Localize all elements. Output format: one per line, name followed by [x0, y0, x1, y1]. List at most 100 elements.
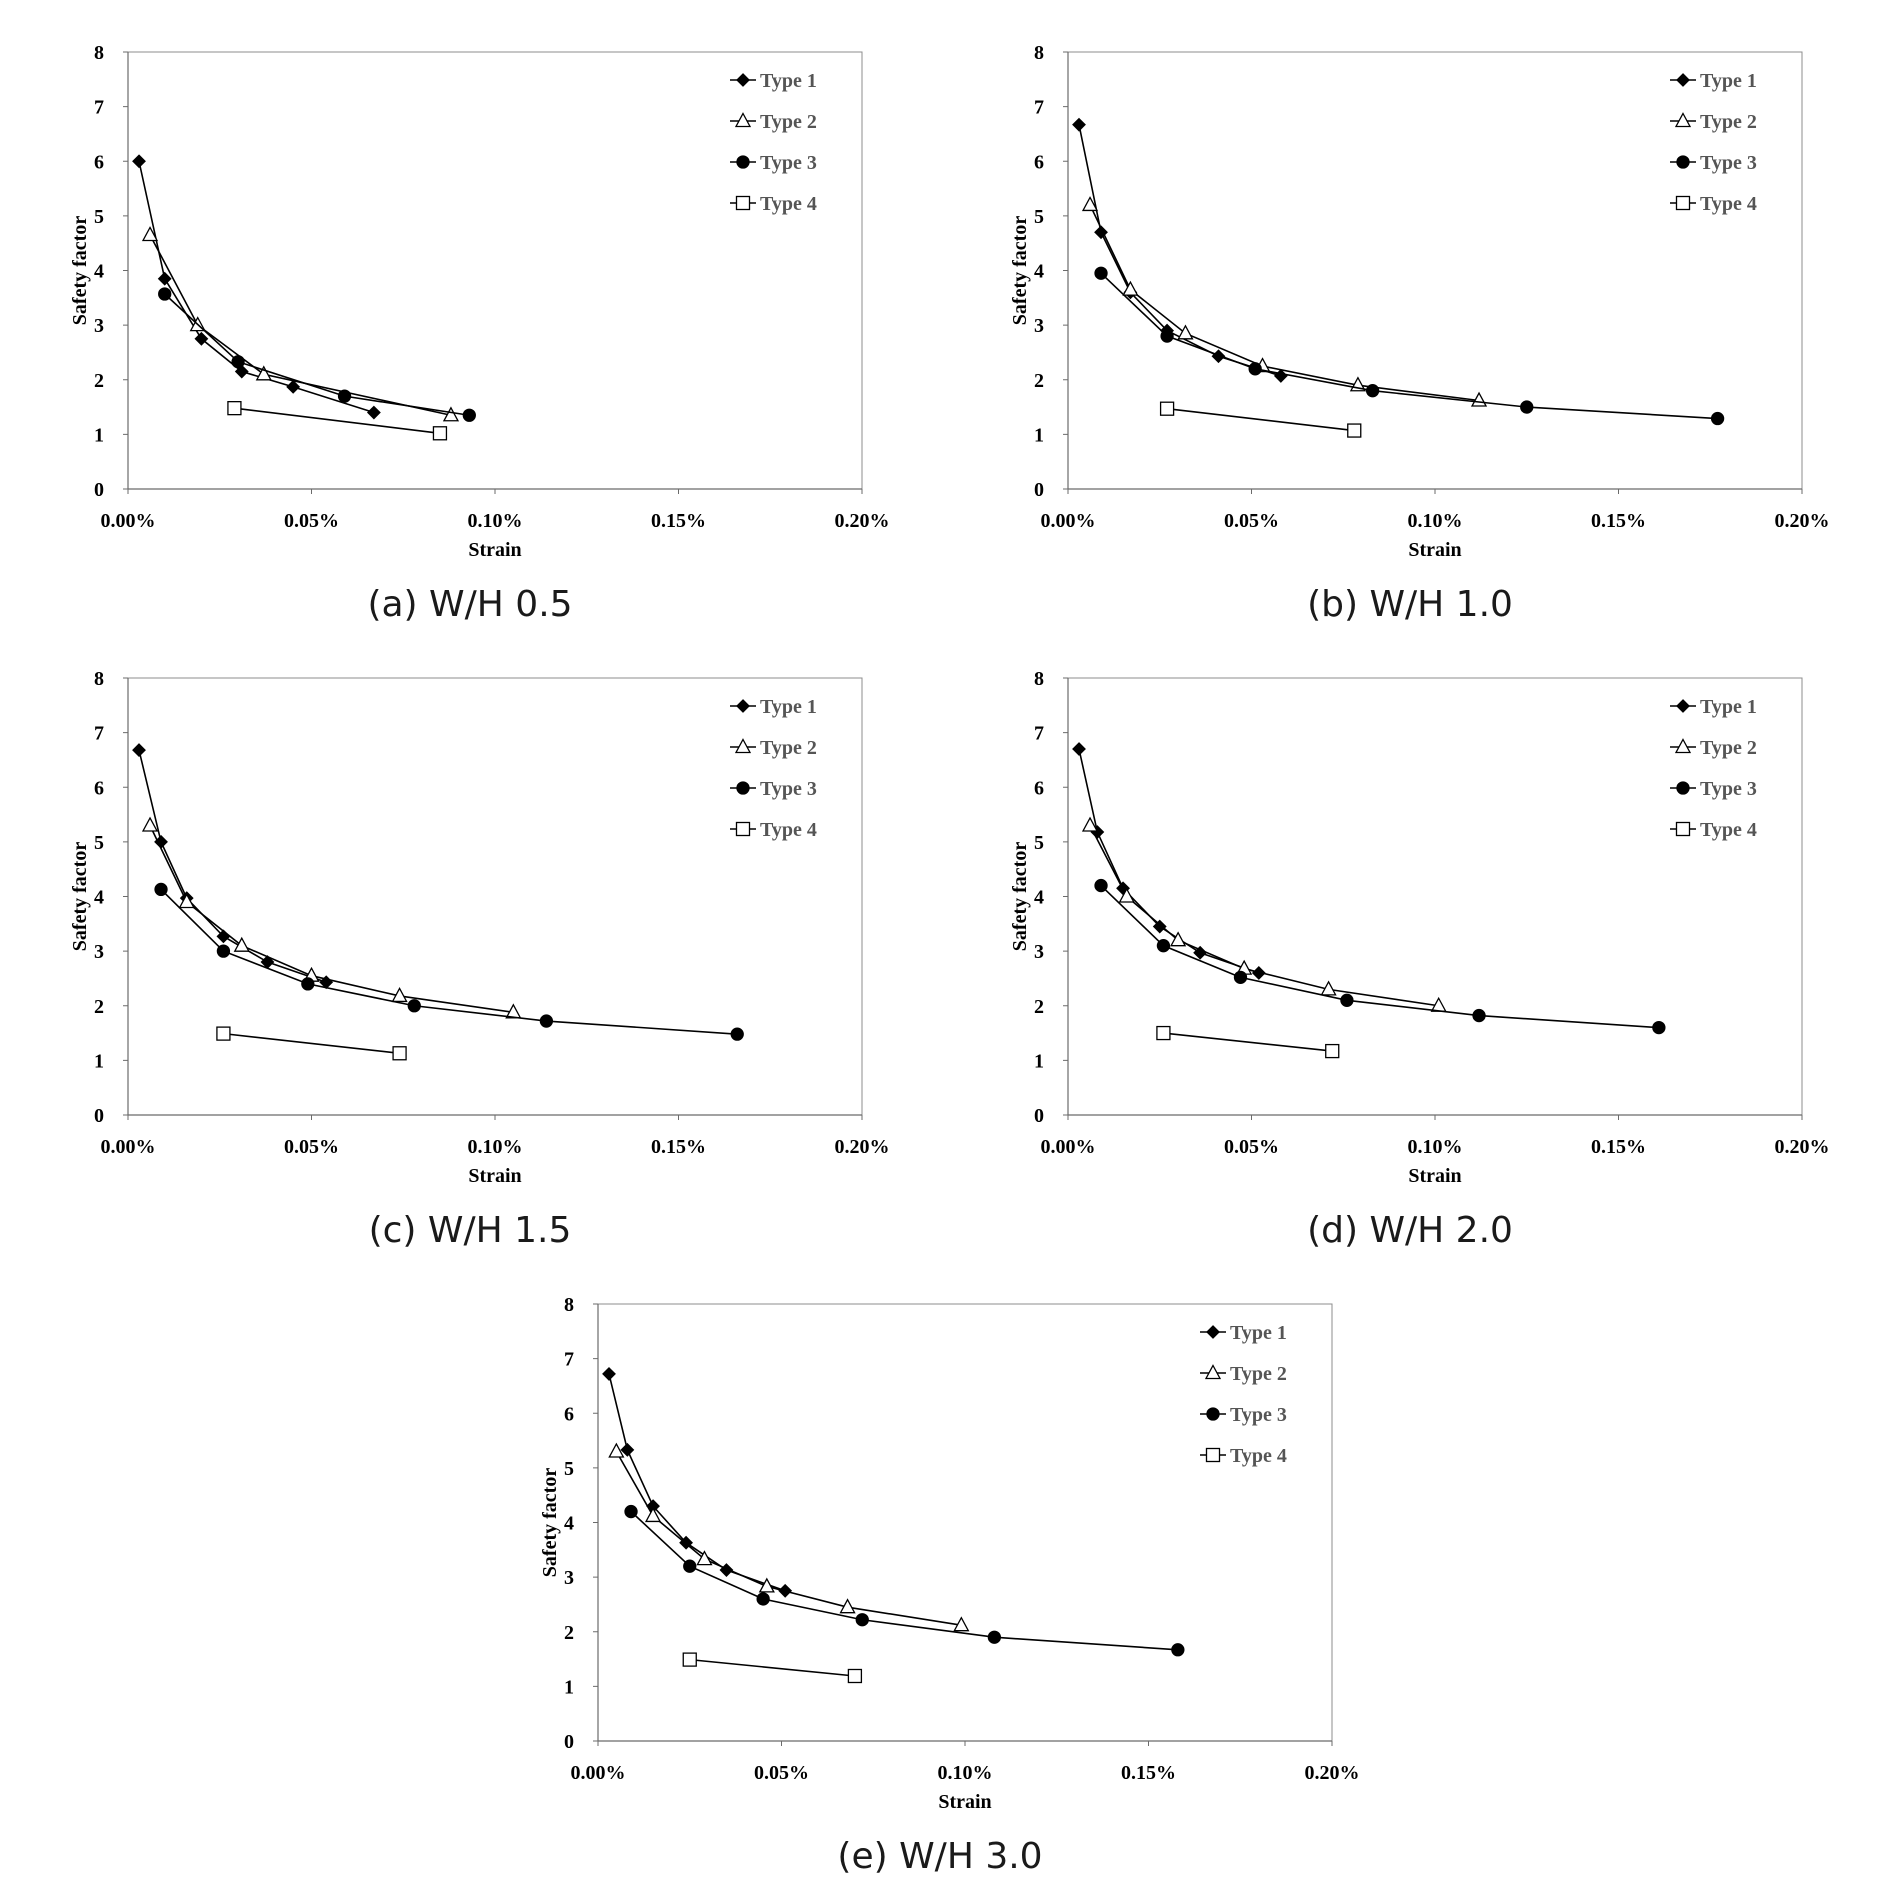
y-tick-label: 0 [94, 1105, 104, 1127]
data-point-type-3 [231, 355, 245, 369]
x-axis-title: Strain [1408, 1165, 1461, 1187]
y-tick-label: 1 [1034, 1050, 1044, 1072]
x-tick-label: 0.00% [1041, 510, 1096, 532]
data-point-type-3 [158, 287, 172, 301]
legend-marker-type-2 [1674, 112, 1692, 128]
x-tick-label: 0.10% [1408, 1136, 1463, 1158]
y-tick-label: 3 [564, 1567, 574, 1589]
data-point-type-1 [719, 1563, 734, 1577]
chart-caption-d: (d) W/H 2.0 [1307, 1210, 1513, 1251]
data-point-type-3 [1171, 1643, 1185, 1657]
legend-marker-type-1 [1676, 73, 1690, 87]
y-tick-label: 4 [94, 887, 104, 909]
data-point-type-1 [132, 154, 146, 169]
y-tick-label: 5 [1034, 206, 1044, 228]
y-tick-label: 7 [1034, 723, 1044, 745]
y-tick-label: 5 [564, 1458, 574, 1480]
data-point-type-4 [432, 426, 448, 441]
data-point-type-1 [1152, 919, 1167, 934]
series-line-type-1 [608, 1373, 786, 1592]
y-tick-label: 7 [1034, 97, 1044, 119]
y-tick-label: 8 [564, 1294, 574, 1316]
x-tick-label: 0.05% [1224, 510, 1279, 532]
legend-label: Type 3 [1230, 1404, 1287, 1426]
y-tick-label: 7 [94, 97, 104, 119]
chart-a: 0 1 2 3 4 5 6 7 8 0.00% 0.05% 0.10% 0.15% 0.20% Strain… [69, 42, 890, 561]
x-tick-label: 0.05% [754, 1762, 809, 1784]
legend-label: Type 2 [760, 737, 817, 759]
data-point-type-2 [839, 1598, 856, 1614]
data-point-type-3 [1248, 362, 1262, 376]
y-tick-label: 8 [94, 668, 104, 690]
data-point-type-2 [1170, 931, 1187, 947]
data-point-type-2 [1081, 196, 1099, 212]
series-line-type-2 [1089, 825, 1439, 1007]
legend-marker-type-4 [1675, 821, 1691, 837]
data-point-type-1 [234, 364, 249, 379]
series-line-type-3 [1100, 272, 1718, 420]
x-tick-label: 0.10% [468, 1136, 523, 1158]
data-point-type-1 [157, 271, 172, 286]
legend-marker-type-1 [1676, 699, 1690, 713]
y-tick-label: 8 [1034, 42, 1044, 64]
legend-marker-type-4 [1205, 1447, 1221, 1463]
data-point-type-2 [1118, 887, 1135, 903]
data-point-type-3 [855, 1613, 869, 1627]
x-tick-label: 0.00% [101, 1136, 156, 1158]
series-line-type-1 [1078, 748, 1260, 974]
data-point-type-4 [682, 1652, 697, 1667]
x-tick-label: 0.15% [651, 1136, 706, 1158]
data-point-type-1 [602, 1367, 616, 1381]
legend-label: Type 3 [760, 152, 817, 174]
x-tick-label: 0.20% [835, 1136, 890, 1158]
data-point-type-2 [696, 1550, 713, 1566]
chart-b: 0 1 2 3 4 5 6 7 8 0.00% 0.05% 0.10% 0.15% 0.20% Strain… [1009, 42, 1830, 561]
y-tick-label: 1 [564, 1676, 574, 1698]
x-tick-label: 0.20% [1305, 1762, 1360, 1784]
data-point-type-1 [154, 834, 168, 849]
legend-label: Type 3 [760, 778, 817, 800]
series-line-type-2 [149, 234, 452, 417]
x-tick-label: 0.00% [571, 1762, 626, 1784]
legend-label: Type 4 [1700, 193, 1757, 215]
x-tick-label: 0.20% [835, 510, 890, 532]
chart-c: 0 1 2 3 4 5 6 7 8 0.00% 0.05% 0.10% 0.15% 0.20% Strain… [69, 668, 890, 1187]
data-point-type-3 [407, 999, 421, 1013]
legend-marker-type-1 [1206, 1325, 1220, 1339]
data-point-type-4 [216, 1026, 231, 1041]
x-axis-title: Strain [468, 1165, 521, 1187]
data-point-type-2 [141, 816, 159, 832]
y-axis-title: Safety factor [69, 842, 91, 952]
y-tick-label: 5 [1034, 832, 1044, 854]
y-tick-label: 6 [564, 1403, 574, 1425]
data-point-type-3 [1094, 266, 1108, 280]
x-tick-label: 0.10% [1408, 510, 1463, 532]
x-tick-label: 0.05% [1224, 1136, 1279, 1158]
y-tick-label: 4 [94, 261, 104, 283]
y-axis-title: Safety factor [1009, 216, 1031, 326]
y-tick-label: 0 [564, 1731, 574, 1753]
legend-label: Type 4 [1700, 819, 1757, 841]
legend-marker-type-3 [1676, 155, 1690, 169]
legend-marker-type-4 [1675, 195, 1691, 211]
data-point-type-2 [644, 1507, 662, 1523]
x-tick-label: 0.15% [651, 510, 706, 532]
series-line-type-1 [138, 161, 375, 414]
series-line-type-1 [138, 749, 327, 984]
x-axis-title: Strain [938, 1791, 991, 1813]
legend-marker-type-3 [736, 155, 750, 169]
y-tick-label: 6 [94, 151, 104, 173]
chart-e: 0 1 2 3 4 5 6 7 8 0.00% 0.05% 0.10% 0.15% 0.20% Strain… [539, 1294, 1360, 1813]
data-point-type-2 [391, 987, 408, 1003]
y-tick-label: 0 [1034, 479, 1044, 501]
plot-area [127, 677, 863, 1116]
legend-label: Type 3 [1700, 152, 1757, 174]
y-tick-label: 1 [94, 1050, 104, 1072]
data-point-type-2 [442, 406, 460, 422]
data-point-type-3 [1233, 970, 1248, 984]
legend-label: Type 1 [1700, 696, 1757, 718]
legend-marker-type-4 [735, 195, 751, 211]
data-point-type-2 [178, 893, 195, 909]
series-line-type-4 [234, 407, 441, 435]
chart-d: 0 1 2 3 4 5 6 7 8 0.00% 0.05% 0.10% 0.15% 0.20% Strain… [1009, 668, 1830, 1187]
